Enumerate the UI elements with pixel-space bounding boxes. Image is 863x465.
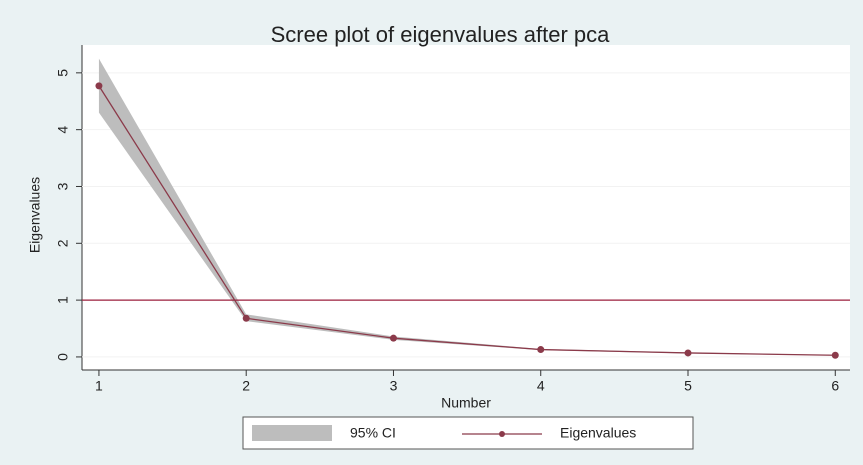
legend-label: Eigenvalues bbox=[560, 425, 636, 441]
eigen-point bbox=[95, 82, 103, 90]
eigen-point bbox=[537, 346, 545, 354]
y-tick-label: 0 bbox=[55, 353, 71, 361]
y-tick-label: 2 bbox=[55, 239, 71, 247]
eigen-point bbox=[389, 334, 397, 342]
x-tick-label: 3 bbox=[390, 378, 398, 394]
x-tick-label: 5 bbox=[684, 378, 692, 394]
x-tick-label: 6 bbox=[831, 378, 839, 394]
legend-label: 95% CI bbox=[350, 425, 396, 441]
y-tick-label: 5 bbox=[55, 69, 71, 77]
x-tick-label: 4 bbox=[537, 378, 545, 394]
eigen-line bbox=[98, 85, 836, 356]
x-axis-label: Number bbox=[441, 395, 491, 411]
eigen-point bbox=[831, 351, 839, 359]
y-tick-label: 3 bbox=[55, 182, 71, 190]
chart-title: Scree plot of eigenvalues after pca bbox=[271, 22, 611, 47]
legend-swatch bbox=[499, 431, 505, 437]
y-axis-label: Eigenvalues bbox=[27, 177, 43, 253]
y-tick-label: 4 bbox=[55, 126, 71, 134]
y-tick-label: 1 bbox=[55, 296, 71, 304]
eigen-point bbox=[684, 349, 692, 357]
x-tick-label: 2 bbox=[242, 378, 250, 394]
legend-swatch bbox=[252, 425, 332, 441]
eigen-point bbox=[242, 314, 250, 322]
plot-area bbox=[82, 45, 850, 370]
x-tick-label: 1 bbox=[95, 378, 103, 394]
